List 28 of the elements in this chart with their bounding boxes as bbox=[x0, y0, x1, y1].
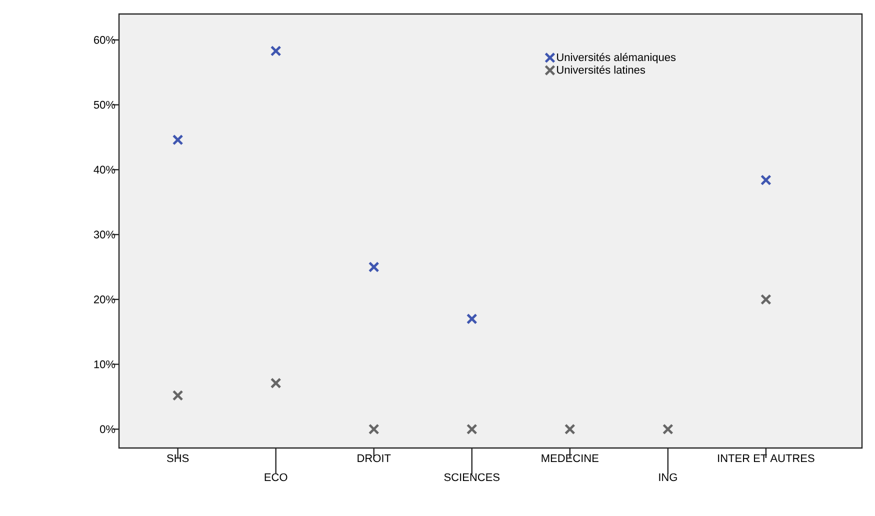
x-tick-label: DROIT bbox=[358, 454, 391, 462]
point bbox=[270, 46, 282, 56]
y-tick-label: 20% bbox=[94, 296, 116, 304]
point bbox=[172, 390, 184, 401]
point bbox=[270, 378, 282, 389]
x-tick-label: SCIENCES bbox=[444, 473, 500, 482]
point bbox=[564, 424, 576, 435]
point bbox=[662, 424, 674, 435]
legend-label: Universités latines bbox=[557, 66, 646, 74]
point bbox=[466, 424, 478, 435]
y-tick-label: 30% bbox=[94, 230, 116, 238]
y-tick-label: 10% bbox=[94, 360, 116, 368]
point bbox=[172, 134, 184, 146]
y-tick-label: 0% bbox=[100, 425, 116, 434]
point bbox=[368, 424, 380, 435]
x-tick-label: ING bbox=[659, 473, 677, 482]
point bbox=[760, 174, 772, 186]
x-tick-label: MEDECINE bbox=[542, 454, 598, 462]
point bbox=[466, 313, 478, 324]
y-tick-label: 60% bbox=[94, 36, 116, 44]
x-tick-label: SHS bbox=[167, 454, 189, 462]
legend-label: Universités alémaniques bbox=[557, 52, 676, 64]
x-tick-label: INTER ET AUTRES bbox=[718, 454, 814, 462]
y-tick-label: 50% bbox=[94, 100, 116, 109]
point bbox=[760, 294, 772, 305]
point bbox=[368, 262, 380, 272]
x-tick-label: ECO bbox=[264, 473, 288, 482]
y-tick-label: 40% bbox=[94, 166, 116, 174]
